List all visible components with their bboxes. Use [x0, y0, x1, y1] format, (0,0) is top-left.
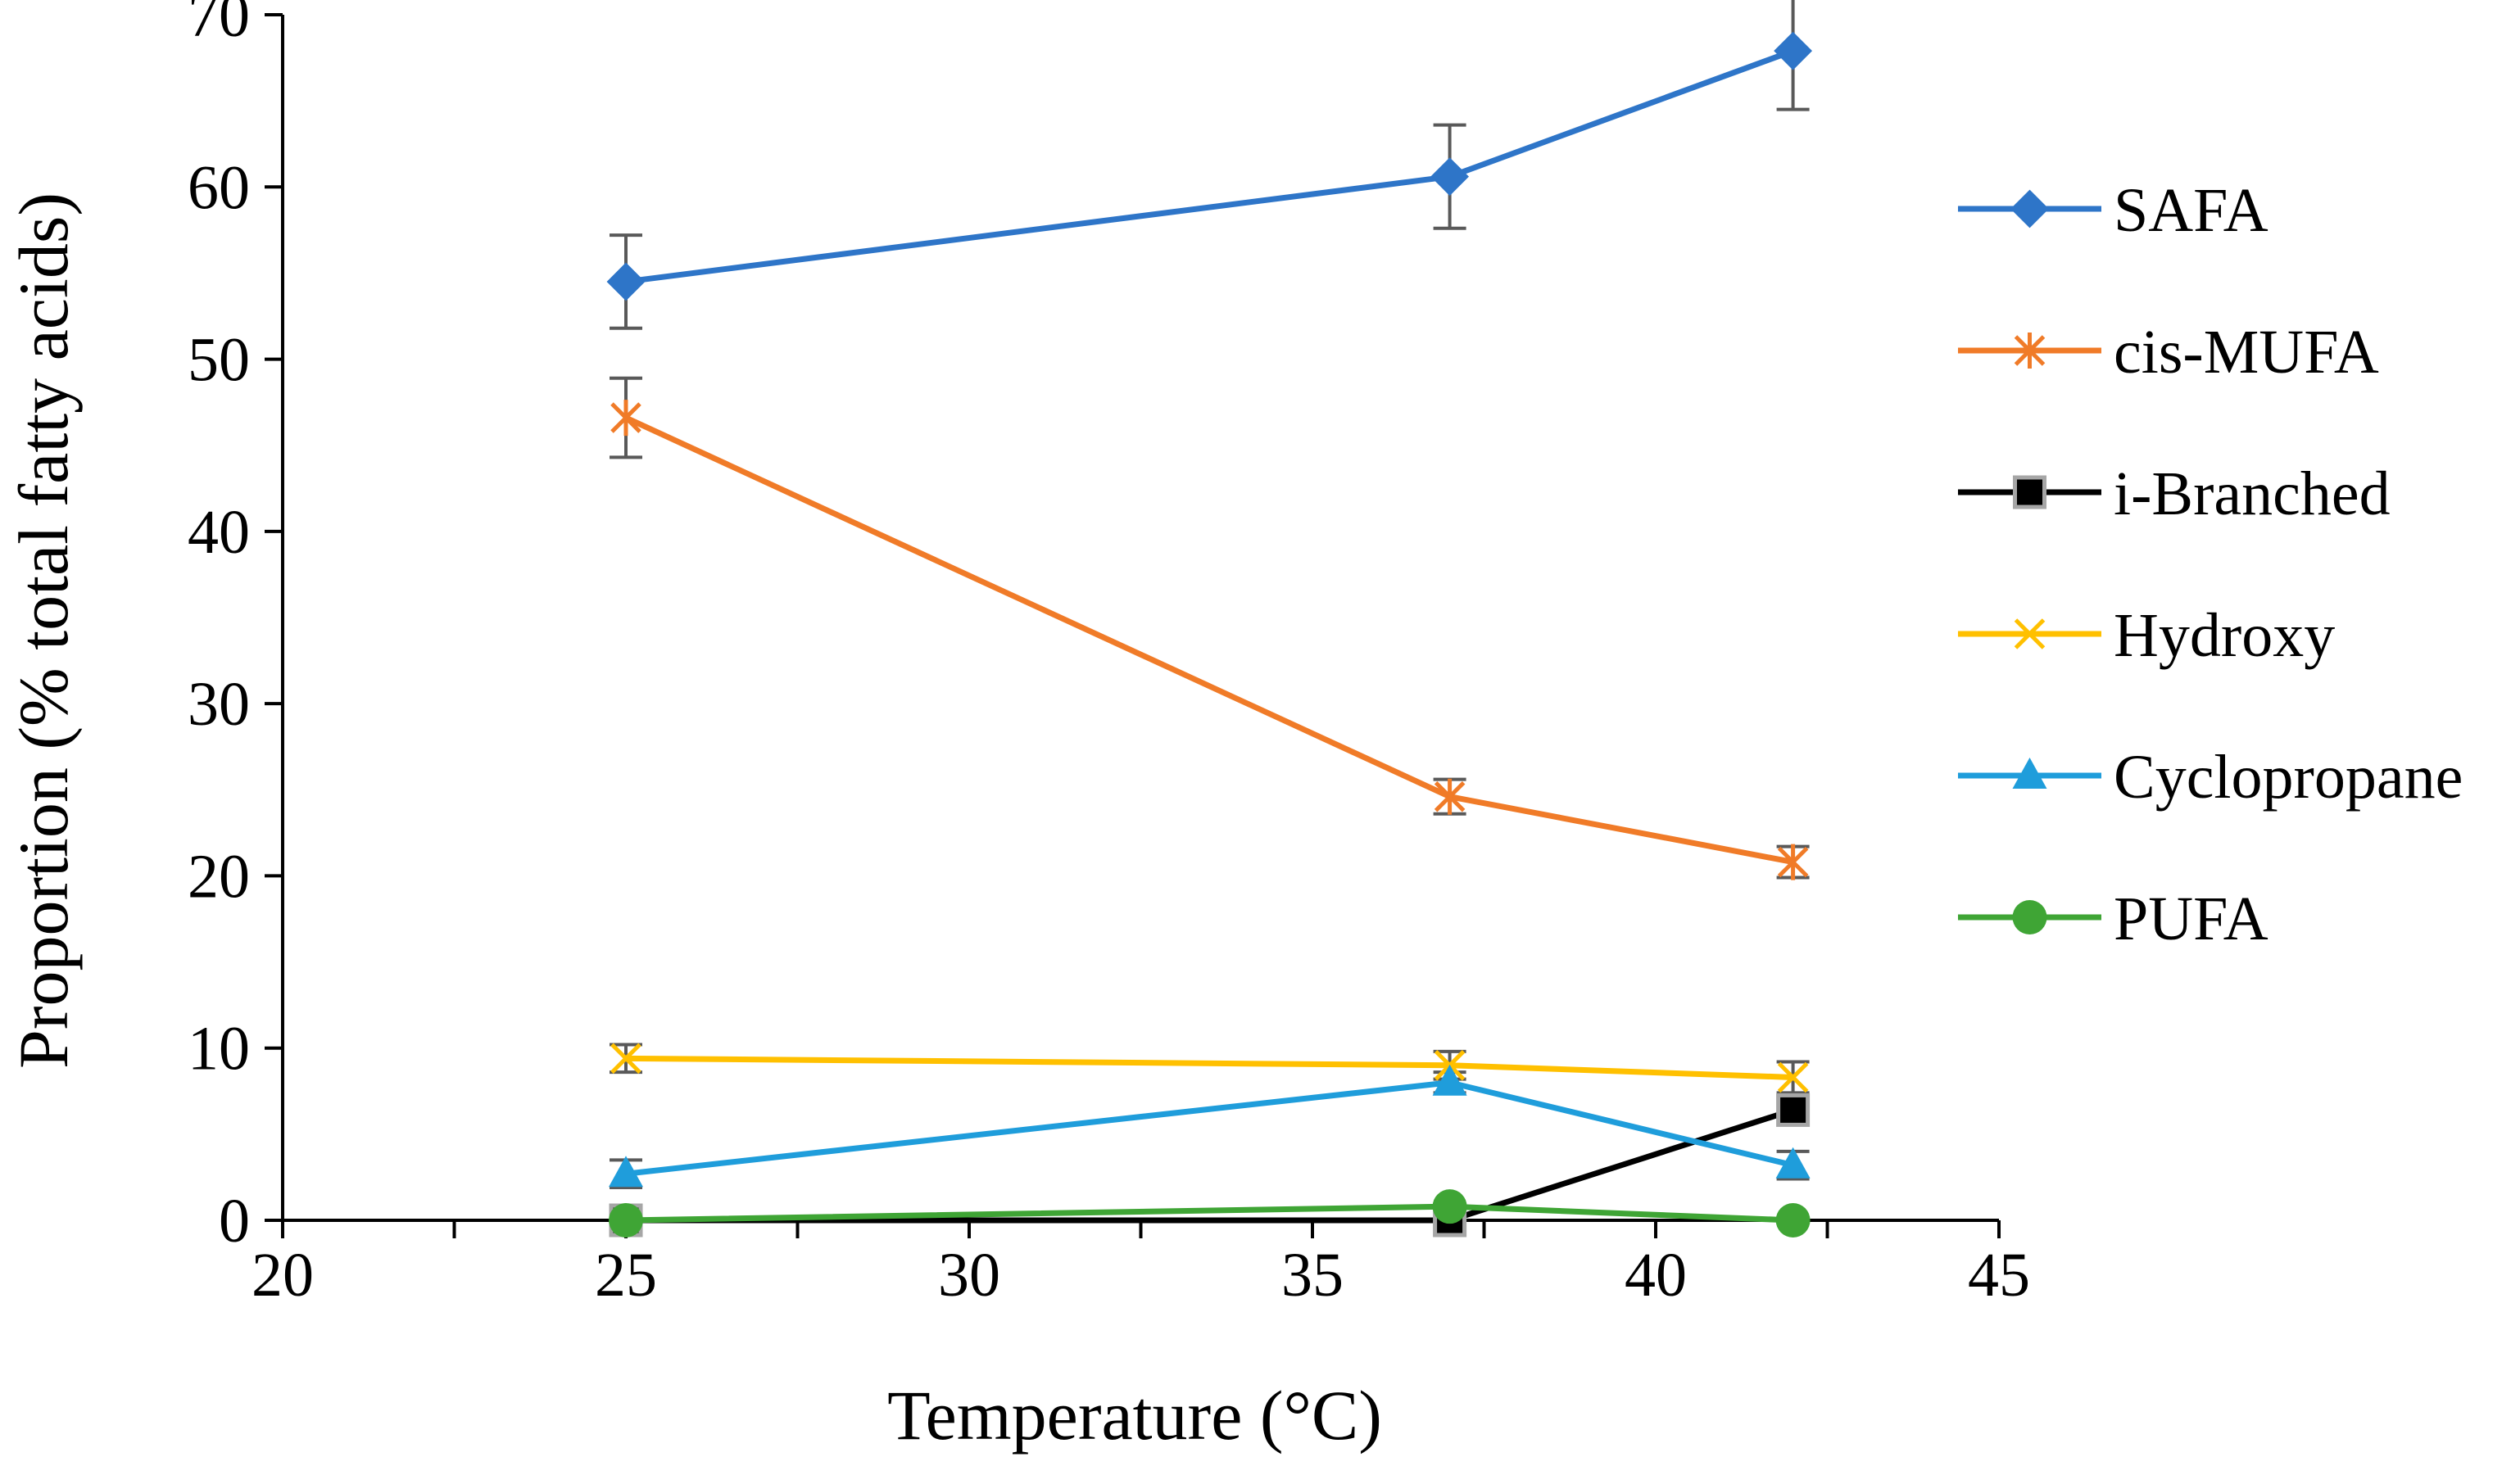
data-point-cis-mufa	[1434, 778, 1466, 815]
legend-marker	[2013, 475, 2046, 509]
legend-item-pufa: PUFA	[1958, 885, 2268, 953]
data-point-cyclopropane	[1775, 1147, 1811, 1179]
data-point-i-branched	[1776, 1093, 1811, 1127]
legend-label: i-Branched	[2114, 459, 2391, 528]
x-tick-label: 30	[938, 1241, 1000, 1310]
data-point-pufa	[1775, 1203, 1811, 1238]
legend-item-cis-mufa: cis-MUFA	[1958, 318, 2379, 387]
legend-marker	[2014, 333, 2046, 369]
x-tick-label: 20	[252, 1241, 314, 1310]
y-tick-label: 30	[188, 670, 250, 739]
data-point-cyclopropane	[1432, 1064, 1467, 1096]
y-tick-label: 0	[219, 1187, 250, 1256]
plot-area	[606, 0, 1813, 1238]
data-point-pufa	[1432, 1189, 1467, 1224]
series-line-cis-mufa	[624, 414, 1794, 866]
data-point-cis-mufa	[610, 400, 641, 437]
series-line-hydroxy	[625, 1055, 1793, 1080]
x-axis-label: Temperature (°C)	[887, 1376, 1382, 1455]
data-point-safa	[1430, 157, 1470, 197]
data-point-safa	[606, 262, 646, 301]
data-point-hydroxy	[610, 1043, 641, 1075]
y-tick-label: 40	[188, 498, 250, 567]
x-tick-label: 40	[1625, 1241, 1687, 1310]
series-line-cyclopropane	[625, 1079, 1794, 1177]
legend-item-hydroxy: Hydroxy	[1958, 601, 2335, 670]
data-point-cis-mufa	[1777, 844, 1809, 880]
legend-label: Hydroxy	[2114, 601, 2335, 670]
series-line-i-branched	[626, 1107, 1794, 1224]
legend-marker	[2012, 758, 2047, 789]
legend: SAFA cis-MUFA i-Branched Hydroxy Cyclopropan…	[1958, 176, 2463, 953]
data-point-hydroxy	[1777, 1061, 1809, 1093]
data-point-safa	[1774, 31, 1813, 70]
x-tick-label: 25	[595, 1241, 657, 1310]
legend-item-safa: SAFA	[1958, 176, 2268, 245]
data-point-cyclopropane	[609, 1156, 643, 1188]
x-tick-label: 35	[1281, 1241, 1344, 1310]
y-tick-label: 10	[188, 1015, 250, 1084]
legend-item-cyclopropane: Cyclopropane	[1958, 743, 2463, 812]
axes: 0 10 20 30 40 50 60 70 20 25 30 35 40 45	[188, 0, 2030, 1310]
legend-marker	[2012, 900, 2047, 934]
y-tick-label: 20	[188, 842, 250, 911]
legend-label: Cyclopropane	[2114, 743, 2463, 812]
legend-item-i-branched: i-Branched	[1958, 459, 2391, 528]
x-tick-label: 45	[1968, 1241, 2030, 1310]
legend-label: cis-MUFA	[2114, 318, 2379, 387]
legend-marker	[2014, 618, 2046, 649]
data-point-pufa	[609, 1203, 643, 1238]
y-tick-label: 50	[188, 326, 250, 395]
legend-marker	[2010, 189, 2049, 228]
series-line-safa	[625, 48, 1794, 285]
y-tick-label: 70	[188, 0, 250, 50]
y-axis-label: Proportion (% total fatty acids)	[4, 192, 83, 1069]
legend-label: PUFA	[2114, 885, 2268, 953]
legend-label: SAFA	[2114, 176, 2268, 245]
y-tick-label: 60	[188, 153, 250, 222]
